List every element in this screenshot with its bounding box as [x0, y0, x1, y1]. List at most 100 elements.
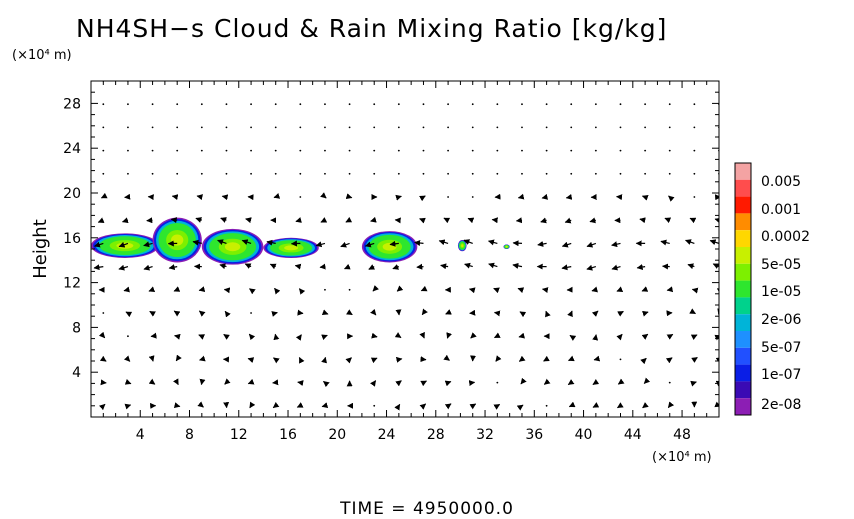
- wind-vector: [124, 403, 132, 410]
- wind-vector: [445, 309, 452, 315]
- wind-vector: [345, 357, 352, 364]
- wind-vector: [668, 381, 671, 384]
- wind-vector: [414, 240, 424, 247]
- wind-vector: [392, 264, 400, 270]
- wind-vector: [127, 172, 129, 175]
- wind-vector: [321, 334, 328, 341]
- wind-vector: [496, 172, 499, 175]
- wind-vector: [151, 103, 154, 106]
- wind-vector: [176, 149, 179, 152]
- wind-vector: [668, 126, 671, 129]
- wind-vector: [249, 288, 256, 295]
- wind-vector: [121, 217, 129, 224]
- wind-vector: [545, 149, 548, 152]
- wind-vector: [248, 333, 256, 341]
- wind-vector: [372, 285, 379, 292]
- colorbar-label: 1e-05: [761, 284, 801, 300]
- wind-vector: [689, 217, 697, 224]
- wind-vector: [200, 126, 203, 129]
- wind-vector: [199, 355, 206, 362]
- wind-vector: [496, 381, 499, 384]
- wind-vector: [223, 333, 230, 340]
- wind-vector: [693, 126, 696, 129]
- wind-vector: [124, 379, 132, 385]
- wind-vector: [295, 334, 302, 341]
- wind-vector: [586, 264, 597, 271]
- colorbar-swatch: [735, 314, 751, 331]
- wind-vector: [561, 241, 572, 248]
- wind-vector: [518, 332, 525, 339]
- wind-vector: [644, 103, 647, 106]
- wind-vector: [299, 149, 302, 152]
- wind-vector: [714, 217, 719, 224]
- wind-vector: [118, 264, 129, 271]
- wind-vector: [594, 172, 597, 175]
- cloud-regions: [91, 217, 510, 265]
- wind-vector: [668, 172, 671, 175]
- wind-vector: [422, 126, 425, 129]
- colorbar-swatch: [735, 213, 751, 231]
- wind-vector: [543, 378, 551, 385]
- wind-vector: [616, 402, 624, 409]
- wind-vector: [471, 196, 474, 198]
- wind-vector: [250, 126, 252, 129]
- wind-vector: [295, 217, 302, 223]
- wind-vector: [143, 264, 153, 271]
- wind-vector: [693, 149, 696, 152]
- wind-vector: [644, 149, 647, 152]
- wind-vector: [537, 241, 547, 247]
- colorbar-label: 1e-07: [761, 367, 801, 383]
- colorbar-swatch: [735, 347, 751, 365]
- wind-vector: [668, 195, 675, 202]
- cloud-patch: [171, 234, 184, 246]
- wind-vector: [690, 334, 698, 340]
- wind-vector: [149, 310, 156, 317]
- wind-vector: [299, 103, 302, 106]
- wind-vector: [488, 262, 498, 269]
- wind-vector: [545, 126, 548, 129]
- wind-vector: [148, 355, 155, 362]
- wind-vector: [250, 312, 252, 314]
- wind-vector: [592, 402, 600, 408]
- wind-vector: [364, 241, 375, 248]
- x-tick-label: 48: [673, 427, 691, 443]
- wind-vector: [298, 288, 306, 295]
- wind-vector: [591, 310, 599, 317]
- y-tick-label: 16: [63, 231, 81, 247]
- wind-vector: [269, 263, 277, 270]
- wind-vector: [521, 126, 523, 129]
- wind-vector: [345, 216, 353, 223]
- wind-vector: [493, 287, 500, 294]
- wind-vector: [370, 380, 377, 387]
- colorbar: 0.005 0.001 0.0002 5e-05 1e-05 2e-06 5e-07 1e-0…: [734, 162, 810, 416]
- wind-vector: [545, 404, 548, 407]
- wind-vector: [564, 217, 572, 224]
- wind-vector: [561, 264, 572, 271]
- y-tick-label: 20: [63, 186, 81, 202]
- wind-vector: [512, 262, 523, 269]
- wind-vector: [373, 126, 376, 129]
- y-tick-label: 24: [63, 141, 81, 157]
- colorbar-frame: [734, 162, 752, 416]
- wind-vector: [118, 241, 129, 248]
- colorbar-label: 5e-07: [761, 340, 801, 356]
- wind-vector: [693, 196, 696, 198]
- wind-vector: [668, 149, 671, 152]
- wind-vector: [200, 103, 203, 106]
- wind-vector: [470, 332, 477, 339]
- wind-vector: [422, 172, 425, 175]
- wind-vector: [151, 149, 154, 152]
- wind-vector: [496, 126, 499, 129]
- wind-vector: [102, 126, 105, 129]
- wind-vector: [543, 355, 550, 362]
- wind-vector: [250, 172, 252, 175]
- wind-vector: [340, 241, 350, 248]
- wind-vector: [100, 192, 108, 199]
- x-tick-label: 16: [279, 427, 297, 443]
- wind-vector: [200, 172, 203, 175]
- wind-vector: [321, 356, 327, 364]
- wind-vector: [273, 357, 280, 364]
- wind-vector: [444, 380, 452, 387]
- wind-vector: [541, 193, 549, 200]
- x-tick-label: 44: [624, 427, 642, 443]
